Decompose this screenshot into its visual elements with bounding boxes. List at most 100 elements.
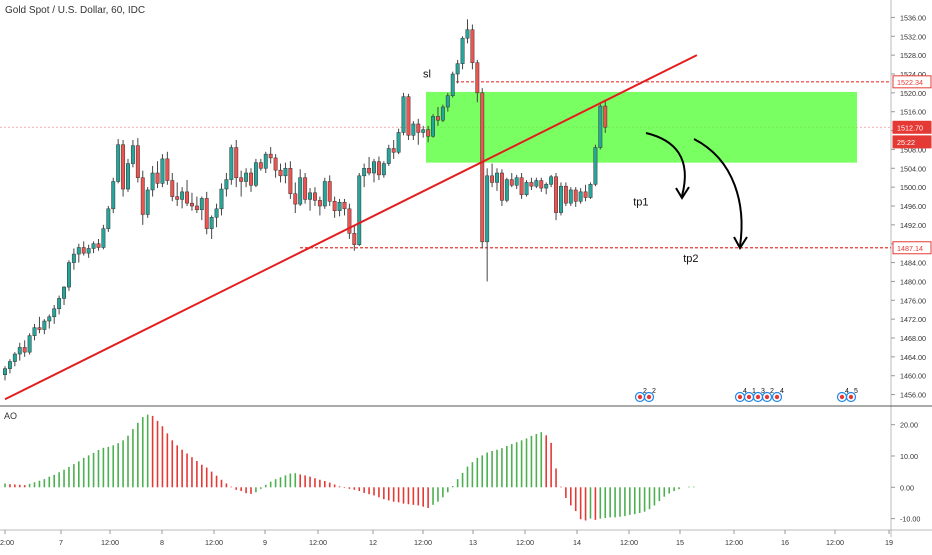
price-tag-last: [892, 120, 932, 134]
price-tick-label: 1480.00: [900, 277, 926, 286]
candle-body: [135, 145, 140, 178]
candle-body: [421, 129, 426, 133]
candle-body: [416, 123, 421, 133]
candle-body: [57, 298, 62, 310]
ao-indicator-label: AO: [4, 411, 18, 421]
candle-body: [140, 177, 145, 215]
candle-body: [598, 105, 603, 148]
candle-body: [327, 181, 332, 202]
time-tick-label: 19: [885, 538, 893, 547]
economic-event-flag-icon: [746, 394, 752, 400]
candle-body: [249, 172, 253, 186]
candle-body: [37, 327, 42, 330]
candle-body: [485, 175, 490, 243]
economic-event-flag-icon: [764, 394, 770, 400]
candle-body: [160, 158, 165, 184]
candle-body: [175, 196, 180, 200]
candle-body: [258, 162, 263, 169]
time-tick-label: 9: [263, 538, 267, 547]
time-tick-label: 12:00: [205, 538, 223, 547]
candle-body: [288, 168, 293, 194]
economic-event-flag-icon: [737, 394, 743, 400]
candle-body: [67, 262, 71, 288]
candle-body: [273, 157, 278, 171]
candle-body: [17, 347, 22, 355]
price-tag-sl-label: 1522.34: [897, 78, 923, 87]
candle-body: [357, 175, 362, 245]
chart-title: Gold Spot / U.S. Dollar, 60, IDC: [5, 5, 146, 16]
candle-body: [401, 96, 406, 133]
candle-body: [603, 105, 608, 128]
tp2-annotation: tp2: [683, 253, 698, 265]
candle-body: [180, 191, 185, 200]
economic-event-flag-icon: [848, 394, 854, 400]
price-tick-label: 1532.00: [900, 32, 926, 41]
economic-event-count: 2: [652, 388, 656, 395]
candle-body: [145, 189, 150, 215]
price-tick-label: 1476.00: [900, 296, 926, 305]
candle-body: [278, 169, 283, 177]
candle-body: [298, 177, 303, 205]
candle-body: [12, 353, 17, 362]
candles-group: [3, 19, 608, 381]
economic-event-count: 3: [761, 388, 765, 395]
candle-body: [313, 192, 317, 201]
price-tick-label: 1508.00: [900, 145, 926, 154]
candle-body: [519, 177, 524, 195]
candle-body: [490, 175, 495, 183]
candle-body: [150, 172, 155, 191]
candle-body: [465, 29, 470, 39]
time-tick-label: 12: [369, 538, 377, 547]
economic-event-count: 1: [752, 388, 756, 395]
time-tick-label: 12:00: [309, 538, 327, 547]
ao-bars-group: [4, 414, 695, 521]
price-tick-label: 1472.00: [900, 315, 926, 324]
candle-body: [480, 92, 485, 243]
candle-body: [209, 217, 214, 229]
tp1-annotation: tp1: [633, 197, 648, 209]
candle-body: [303, 177, 308, 200]
candle-body: [52, 308, 57, 318]
candle-body: [396, 132, 401, 153]
candle-body: [194, 205, 199, 211]
candle-body: [342, 201, 347, 210]
time-tick-label: 13: [469, 538, 477, 547]
price-tick-label: 1520.00: [900, 89, 926, 98]
resistance-zone: [426, 91, 857, 163]
economic-event-flag-icon: [637, 394, 643, 400]
candle-body: [86, 248, 91, 254]
candle-body: [165, 158, 170, 181]
candle-body: [27, 335, 32, 353]
price-tick-label: 1464.00: [900, 353, 926, 362]
economic-event-flag-icon: [755, 394, 761, 400]
economic-event-count: 4: [780, 388, 784, 395]
candle-body: [71, 253, 76, 263]
price-tag-countdown-label: 25:22: [897, 138, 915, 147]
candle-body: [475, 62, 480, 94]
candle-body: [445, 95, 450, 108]
ao-tick-label: 0.00: [900, 483, 914, 492]
candle-body: [91, 243, 96, 249]
candle-body: [190, 202, 194, 207]
candle-body: [573, 189, 578, 202]
candle-body: [42, 320, 47, 330]
candle-body: [529, 182, 534, 187]
price-tick-label: 1536.00: [900, 13, 926, 22]
candle-body: [155, 172, 160, 184]
time-tick-label: 12:00: [101, 538, 119, 547]
candle-body: [116, 144, 121, 182]
economic-event-count: 5: [854, 388, 858, 395]
candle-body: [185, 191, 189, 204]
tp2-arrow: [693, 138, 743, 247]
candle-body: [470, 29, 475, 63]
time-tick-label: 15: [676, 538, 684, 547]
candle-body: [568, 189, 573, 204]
candle-body: [559, 185, 563, 213]
candle-body: [121, 144, 126, 190]
candle-body: [372, 161, 376, 174]
tp1-arrowhead: [675, 186, 690, 200]
ao-tick-label: -10.00: [900, 515, 920, 524]
candle-body: [170, 180, 175, 197]
candle-body: [96, 243, 101, 248]
